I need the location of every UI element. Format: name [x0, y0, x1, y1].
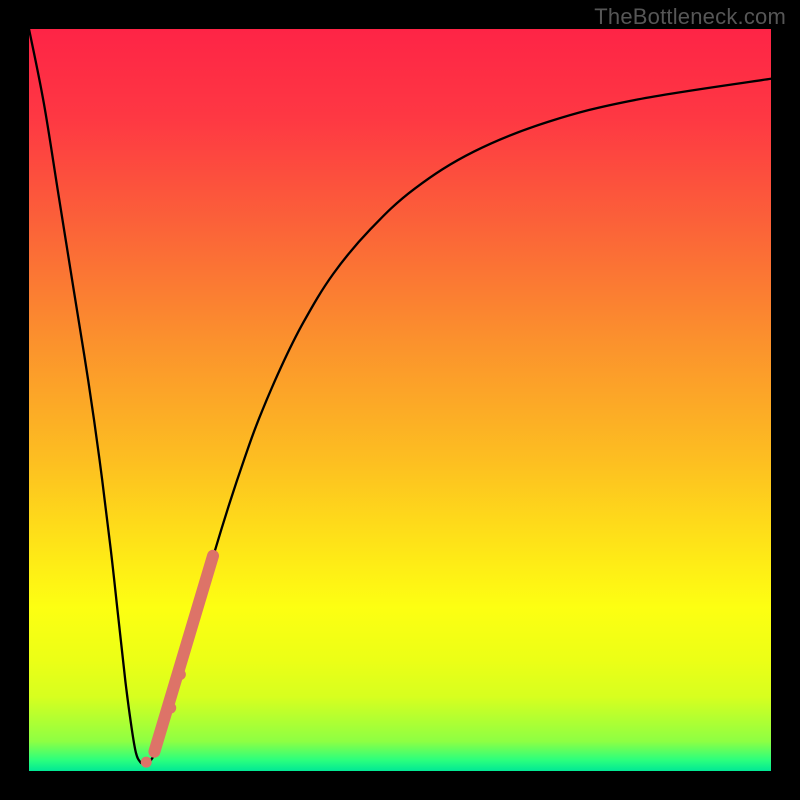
watermark-text: TheBottleneck.com [594, 4, 786, 30]
gradient-background [29, 29, 771, 771]
plot-area [29, 29, 771, 771]
data-point [165, 702, 176, 713]
data-point [175, 669, 186, 680]
data-point [141, 757, 152, 768]
chart-container: TheBottleneck.com [0, 0, 800, 800]
plot-svg [29, 29, 771, 771]
